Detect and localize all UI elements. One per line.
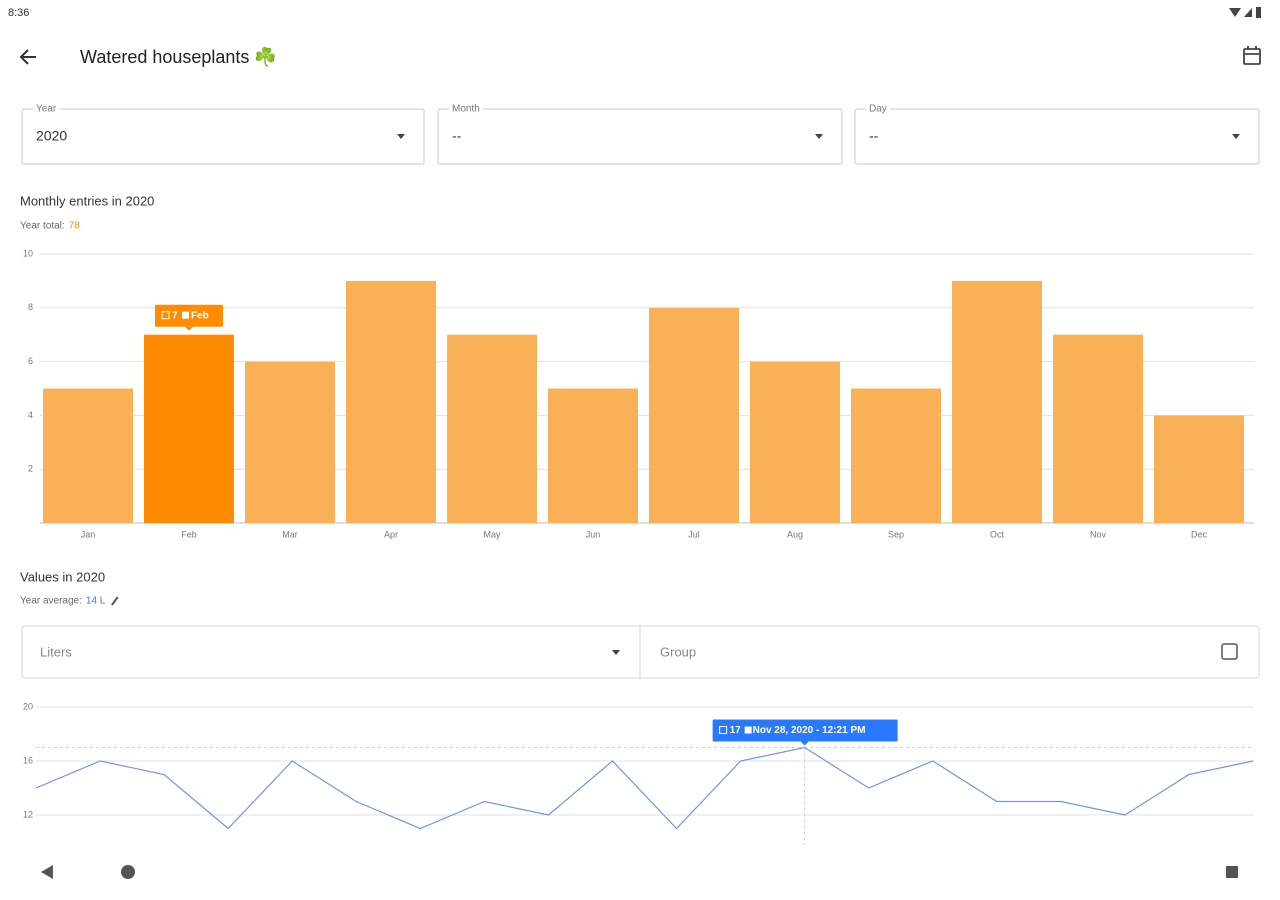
back-button[interactable] (19, 49, 36, 65)
unit-dropdown[interactable]: Liters (40, 644, 620, 659)
edit-icon[interactable] (111, 596, 119, 606)
dropdown-arrow (397, 134, 405, 139)
summary-label: Year total: (20, 221, 65, 232)
tooltip-value: 17 (730, 725, 742, 736)
dropdown[interactable]: Year 2020 (21, 104, 425, 165)
bar[interactable] (245, 361, 335, 523)
chart-title: Values in 2020 (20, 569, 105, 584)
bar[interactable] (447, 334, 537, 523)
x-tick-label: Nov (1090, 529, 1107, 539)
tooltip: 17 Nov 28, 2020 - 12:21 PM (712, 719, 898, 746)
x-tick-label: Aug (787, 529, 803, 539)
dropdown[interactable]: Day -- (854, 104, 1260, 165)
tooltip: 7 Feb (155, 304, 223, 331)
tooltip-category: Feb (191, 310, 209, 321)
bar[interactable] (851, 388, 941, 524)
x-tick-label: Sep (888, 529, 904, 539)
y-tick-label: 12 (23, 809, 33, 819)
tooltip-icon (744, 726, 752, 734)
dropdown-arrow (612, 650, 620, 655)
dropdown-box (854, 108, 1260, 165)
dropdown-value: -- (869, 128, 879, 144)
dropdown-arrow (1232, 134, 1240, 139)
tooltip-icon (719, 726, 728, 734)
tooltip-pointer (800, 741, 809, 746)
dropdown-value: -- (452, 128, 462, 144)
tooltip-icon (182, 311, 189, 319)
y-tick-label: 16 (23, 755, 33, 765)
dropdown-arrow (815, 134, 823, 139)
summary-value: 14 L (86, 596, 106, 607)
y-tick-label: 4 (28, 410, 33, 420)
y-tick-label: 6 (28, 356, 33, 366)
x-tick-label: Dec (1191, 529, 1208, 539)
dropdown-label: Month (452, 104, 480, 115)
bar[interactable] (952, 280, 1042, 523)
chart-title: Monthly entries in 2020 (20, 193, 154, 208)
bar[interactable] (346, 280, 436, 523)
group-checkbox[interactable] (1221, 643, 1238, 660)
unit-value: Liters (40, 644, 72, 659)
bar[interactable] (144, 334, 234, 523)
y-tick-label: 2 (28, 464, 33, 474)
x-tick-label: Feb (181, 529, 197, 539)
y-tick-label: 8 (28, 302, 33, 312)
summary-label: Year average: (20, 596, 82, 607)
label-gap (866, 104, 890, 112)
x-tick-label: Jul (688, 529, 700, 539)
tooltip-date: Nov 28, 2020 - 12:21 PM (753, 725, 866, 736)
tooltip-icon (161, 311, 170, 320)
bar[interactable] (649, 307, 739, 523)
x-tick-label: Jun (586, 529, 601, 539)
bar[interactable] (750, 361, 840, 523)
dropdown-label: Day (869, 104, 887, 115)
bar[interactable] (1154, 415, 1244, 523)
x-tick-label: Apr (384, 529, 398, 539)
dropdown-box (21, 108, 425, 165)
x-tick-label: May (483, 529, 501, 539)
status-time: 8:36 (8, 7, 29, 19)
tooltip-value: 7 (172, 310, 178, 321)
y-tick-label: 10 (23, 248, 33, 258)
label-gap (33, 104, 60, 112)
x-tick-label: Jan (81, 529, 96, 539)
label-gap (449, 104, 483, 112)
x-tick-label: Oct (990, 529, 1005, 539)
dropdown-value: 2020 (36, 128, 67, 144)
calendar-button[interactable] (1243, 46, 1261, 65)
nav-back[interactable] (41, 865, 53, 879)
group-label: Group (660, 644, 696, 659)
dropdown-label: Year (36, 104, 57, 115)
summary-value: 78 (69, 221, 81, 232)
bar[interactable] (43, 388, 133, 524)
dropdown-box (437, 108, 843, 165)
bar[interactable] (1053, 334, 1143, 523)
tooltip-box (712, 719, 898, 742)
line-series (35, 746, 1254, 830)
status-icons (1229, 7, 1261, 18)
tooltip-pointer (185, 326, 193, 331)
dropdown[interactable]: Month -- (437, 104, 843, 165)
bar[interactable] (548, 388, 638, 524)
app-title: Watered houseplants ☘️ (80, 46, 277, 67)
nav-home[interactable] (121, 865, 135, 879)
nav-recents[interactable] (1226, 866, 1238, 878)
y-tick-label: 20 (23, 701, 33, 711)
x-tick-label: Mar (282, 529, 298, 539)
